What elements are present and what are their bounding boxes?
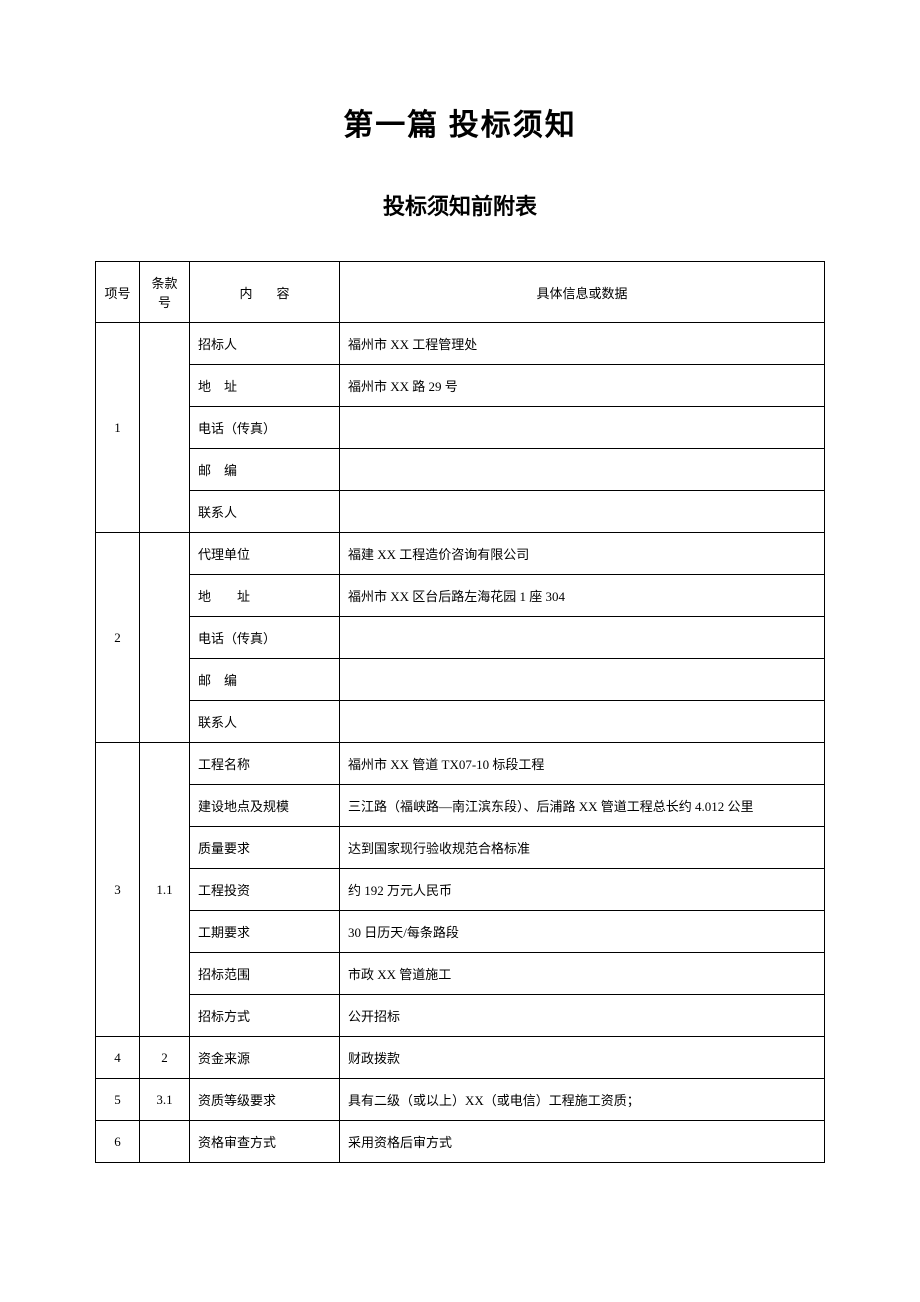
cell-clause: 1.1	[140, 743, 190, 1037]
cell-item-num: 4	[96, 1037, 140, 1079]
header-content: 内容	[190, 262, 340, 323]
cell-label: 邮 编	[190, 449, 340, 491]
cell-label: 招标方式	[190, 995, 340, 1037]
cell-item-num: 3	[96, 743, 140, 1037]
cell-label: 质量要求	[190, 827, 340, 869]
table-row: 电话（传真）	[96, 407, 825, 449]
cell-clause	[140, 533, 190, 743]
cell-label: 招标人	[190, 323, 340, 365]
table-row: 招标范围 市政 XX 管道施工	[96, 953, 825, 995]
table-row: 联系人	[96, 701, 825, 743]
cell-clause: 2	[140, 1037, 190, 1079]
bid-info-table: 项号 条款号 内容 具体信息或数据 1 招标人 福州市 XX 工程管理处 地 址…	[95, 261, 825, 1163]
cell-value: 约 192 万元人民币	[340, 869, 825, 911]
cell-item-num: 6	[96, 1121, 140, 1163]
cell-value: 公开招标	[340, 995, 825, 1037]
cell-clause	[140, 323, 190, 533]
cell-value: 采用资格后审方式	[340, 1121, 825, 1163]
table-row: 地 址 福州市 XX 路 29 号	[96, 365, 825, 407]
cell-clause	[140, 1121, 190, 1163]
table-row: 工期要求 30 日历天/每条路段	[96, 911, 825, 953]
cell-label: 地 址	[190, 365, 340, 407]
header-item-number: 项号	[96, 262, 140, 323]
document-title: 第一篇 投标须知	[95, 100, 825, 144]
cell-value	[340, 701, 825, 743]
cell-value	[340, 491, 825, 533]
cell-value: 30 日历天/每条路段	[340, 911, 825, 953]
table-row: 电话（传真）	[96, 617, 825, 659]
cell-item-num: 5	[96, 1079, 140, 1121]
cell-item-num: 2	[96, 533, 140, 743]
document-subtitle: 投标须知前附表	[95, 189, 825, 221]
cell-value: 三江路（福峡路—南江滨东段）、后浦路 XX 管道工程总长约 4.012 公里	[340, 785, 825, 827]
cell-value	[340, 659, 825, 701]
cell-label: 资质等级要求	[190, 1079, 340, 1121]
cell-value: 市政 XX 管道施工	[340, 953, 825, 995]
cell-label: 工期要求	[190, 911, 340, 953]
cell-label: 资格审查方式	[190, 1121, 340, 1163]
table-row: 地 址 福州市 XX 区台后路左海花园 1 座 304	[96, 575, 825, 617]
table-row: 招标方式 公开招标	[96, 995, 825, 1037]
cell-label: 工程投资	[190, 869, 340, 911]
cell-label: 电话（传真）	[190, 407, 340, 449]
cell-value	[340, 449, 825, 491]
cell-label: 地 址	[190, 575, 340, 617]
cell-label: 资金来源	[190, 1037, 340, 1079]
cell-item-num: 1	[96, 323, 140, 533]
table-row: 3 1.1 工程名称 福州市 XX 管道 TX07-10 标段工程	[96, 743, 825, 785]
cell-value: 具有二级（或以上）XX（或电信）工程施工资质；	[340, 1079, 825, 1121]
cell-value: 福州市 XX 管道 TX07-10 标段工程	[340, 743, 825, 785]
cell-label: 邮 编	[190, 659, 340, 701]
table-row: 工程投资 约 192 万元人民币	[96, 869, 825, 911]
table-row: 1 招标人 福州市 XX 工程管理处	[96, 323, 825, 365]
cell-value: 达到国家现行验收规范合格标准	[340, 827, 825, 869]
table-row: 联系人	[96, 491, 825, 533]
cell-label: 联系人	[190, 701, 340, 743]
header-clause-number: 条款号	[140, 262, 190, 323]
table-row: 2 代理单位 福建 XX 工程造价咨询有限公司	[96, 533, 825, 575]
cell-label: 建设地点及规模	[190, 785, 340, 827]
table-row: 6 资格审查方式 采用资格后审方式	[96, 1121, 825, 1163]
cell-label: 电话（传真）	[190, 617, 340, 659]
cell-label: 招标范围	[190, 953, 340, 995]
cell-value: 财政拨款	[340, 1037, 825, 1079]
table-row: 5 3.1 资质等级要求 具有二级（或以上）XX（或电信）工程施工资质；	[96, 1079, 825, 1121]
cell-label: 工程名称	[190, 743, 340, 785]
cell-value: 福州市 XX 区台后路左海花园 1 座 304	[340, 575, 825, 617]
cell-value: 福州市 XX 路 29 号	[340, 365, 825, 407]
cell-value: 福建 XX 工程造价咨询有限公司	[340, 533, 825, 575]
table-row: 质量要求 达到国家现行验收规范合格标准	[96, 827, 825, 869]
table-row: 邮 编	[96, 449, 825, 491]
table-row: 建设地点及规模 三江路（福峡路—南江滨东段）、后浦路 XX 管道工程总长约 4.…	[96, 785, 825, 827]
table-header-row: 项号 条款号 内容 具体信息或数据	[96, 262, 825, 323]
cell-value	[340, 617, 825, 659]
cell-label: 联系人	[190, 491, 340, 533]
header-info: 具体信息或数据	[340, 262, 825, 323]
table-row: 4 2 资金来源 财政拨款	[96, 1037, 825, 1079]
cell-label: 代理单位	[190, 533, 340, 575]
cell-value	[340, 407, 825, 449]
cell-value: 福州市 XX 工程管理处	[340, 323, 825, 365]
table-row: 邮 编	[96, 659, 825, 701]
cell-clause: 3.1	[140, 1079, 190, 1121]
